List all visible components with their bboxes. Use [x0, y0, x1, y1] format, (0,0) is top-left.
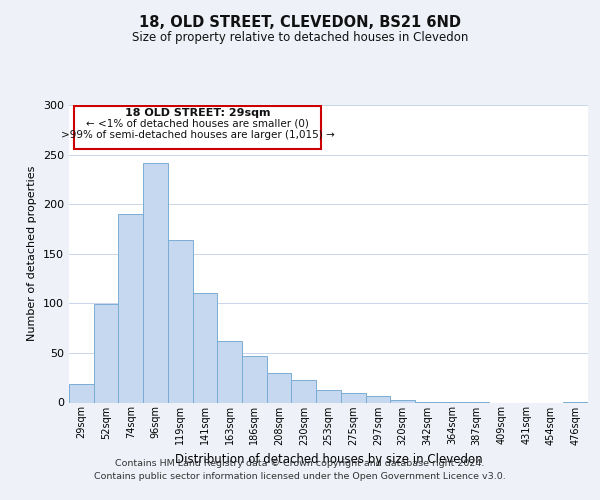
Text: Size of property relative to detached houses in Clevedon: Size of property relative to detached ho…	[132, 31, 468, 44]
Bar	[94, 304, 118, 402]
Bar	[143, 162, 168, 402]
Bar	[292, 380, 316, 402]
FancyBboxPatch shape	[74, 106, 321, 148]
Bar	[69, 384, 94, 402]
X-axis label: Distribution of detached houses by size in Clevedon: Distribution of detached houses by size …	[175, 453, 482, 466]
Text: 18 OLD STREET: 29sqm: 18 OLD STREET: 29sqm	[125, 108, 270, 118]
Bar	[316, 390, 341, 402]
Bar	[217, 341, 242, 402]
Bar	[242, 356, 267, 403]
Text: Contains HM Land Registry data © Crown copyright and database right 2024.: Contains HM Land Registry data © Crown c…	[115, 460, 485, 468]
Bar	[193, 294, 217, 403]
Bar	[118, 214, 143, 402]
Bar	[365, 396, 390, 402]
Bar	[267, 373, 292, 402]
Text: 18, OLD STREET, CLEVEDON, BS21 6ND: 18, OLD STREET, CLEVEDON, BS21 6ND	[139, 15, 461, 30]
Bar	[390, 400, 415, 402]
Text: >99% of semi-detached houses are larger (1,015) →: >99% of semi-detached houses are larger …	[61, 130, 334, 140]
Bar	[341, 392, 365, 402]
Text: Contains public sector information licensed under the Open Government Licence v3: Contains public sector information licen…	[94, 472, 506, 481]
Y-axis label: Number of detached properties: Number of detached properties	[28, 166, 37, 342]
Bar	[168, 240, 193, 402]
Text: ← <1% of detached houses are smaller (0): ← <1% of detached houses are smaller (0)	[86, 119, 309, 129]
